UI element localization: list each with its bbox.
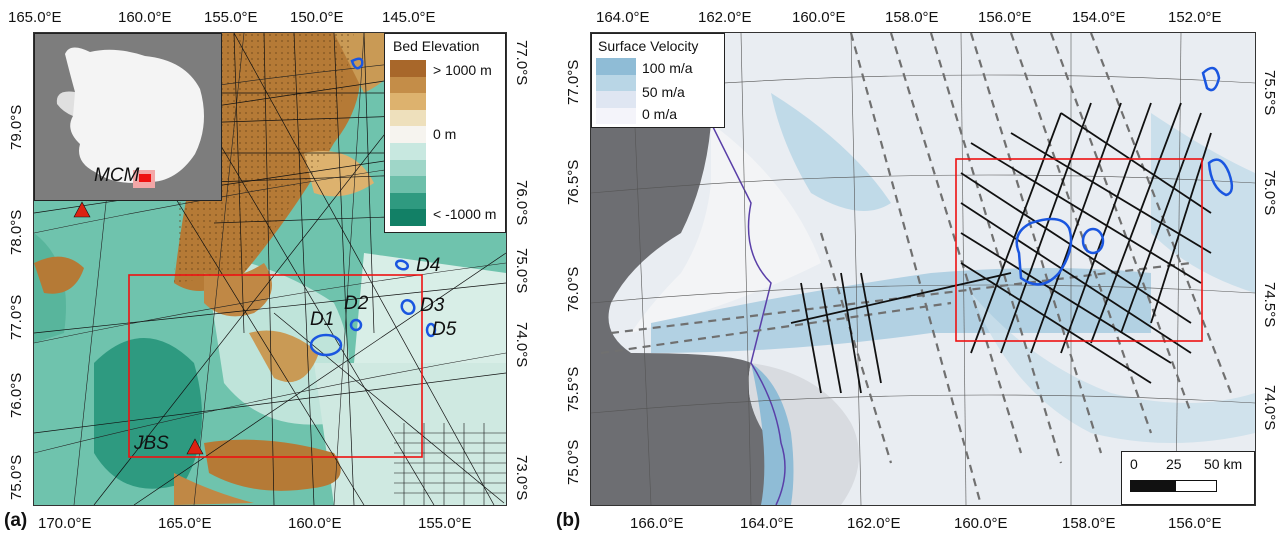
bottom-tick: 170.0°E: [38, 515, 92, 532]
bottom-tick: 164.0°E: [740, 515, 794, 532]
bottom-tick: 156.0°E: [1168, 515, 1222, 532]
surface-velocity-map: Surface Velocity 100 m/a 50 m/a 0 m/a 0 …: [590, 32, 1256, 506]
right-tick: 77.0°S: [513, 40, 530, 85]
top-tick: 162.0°E: [698, 9, 752, 26]
scale-segment-empty: [1175, 480, 1217, 492]
right-tick: 76.0°S: [513, 180, 530, 225]
right-tick: 75.0°S: [513, 248, 530, 293]
site-label-jbs: JBS: [134, 433, 169, 455]
lake-label-d4: D4: [416, 255, 440, 277]
lake-label-d1: D1: [310, 309, 334, 331]
legend-swatch: [390, 110, 426, 127]
lake-label-d3: D3: [420, 295, 444, 317]
top-tick: 160.0°E: [792, 9, 846, 26]
top-tick: 145.0°E: [382, 9, 436, 26]
legend-swatch: [390, 193, 426, 210]
legend-swatch: [596, 91, 636, 108]
legend-swatch: [390, 160, 426, 177]
right-tick: 74.0°S: [513, 322, 530, 367]
right-tick: 75.0°S: [1261, 170, 1278, 215]
legend-swatch: [390, 143, 426, 160]
legend-color-ramp: [596, 58, 636, 124]
top-tick: 160.0°E: [118, 9, 172, 26]
left-tick: 79.0°S: [8, 105, 25, 150]
left-tick: 75.0°S: [565, 440, 582, 485]
right-tick: 73.0°S: [513, 455, 530, 500]
right-tick: 74.5°S: [1261, 282, 1278, 327]
surface-velocity-legend: Surface Velocity 100 m/a 50 m/a 0 m/a: [591, 33, 725, 128]
legend-swatch: [390, 126, 426, 143]
bottom-tick: 160.0°E: [288, 515, 342, 532]
legend-swatch: [596, 58, 636, 75]
legend-swatch: [390, 60, 426, 77]
scale-label: 0: [1130, 456, 1138, 472]
scale-bar: 0 25 50 km: [1121, 451, 1255, 505]
bottom-tick: 162.0°E: [847, 515, 901, 532]
lake-label-d5: D5: [432, 319, 456, 341]
legend-color-ramp: [390, 60, 426, 226]
left-tick: 78.0°S: [8, 210, 25, 255]
left-tick: 77.0°S: [565, 60, 582, 105]
legend-swatch: [390, 77, 426, 94]
bottom-tick: 160.0°E: [954, 515, 1008, 532]
legend-swatch: [390, 93, 426, 110]
legend-label: 50 m/a: [642, 84, 685, 100]
right-tick: 74.0°S: [1261, 385, 1278, 430]
bed-elevation-map: MCM JBS D1 D2 D3 D4 D5 Bed Elevation > 1…: [33, 32, 507, 506]
left-tick: 76.5°S: [565, 160, 582, 205]
left-tick: 75.5°S: [565, 367, 582, 412]
top-tick: 158.0°E: [885, 9, 939, 26]
left-tick: 75.0°S: [8, 455, 25, 500]
scale-label: 25: [1166, 456, 1182, 472]
top-tick: 152.0°E: [1168, 9, 1222, 26]
legend-label: 0 m/a: [642, 106, 677, 122]
top-tick: 154.0°E: [1072, 9, 1126, 26]
top-tick: 155.0°E: [204, 9, 258, 26]
legend-label: < -1000 m: [433, 206, 496, 222]
legend-swatch: [596, 108, 636, 125]
bottom-tick: 166.0°E: [630, 515, 684, 532]
top-tick: 150.0°E: [290, 9, 344, 26]
legend-label: 100 m/a: [642, 60, 693, 76]
bottom-tick: 165.0°E: [158, 515, 212, 532]
lake-label-d2: D2: [344, 293, 368, 315]
top-tick: 165.0°E: [8, 9, 62, 26]
legend-swatch: [390, 209, 426, 226]
left-tick: 76.0°S: [8, 373, 25, 418]
bottom-tick: 158.0°E: [1062, 515, 1116, 532]
scale-segment-filled: [1130, 480, 1176, 492]
legend-title: Bed Elevation: [393, 38, 479, 54]
left-tick: 77.0°S: [8, 295, 25, 340]
legend-label: > 1000 m: [433, 62, 492, 78]
scale-label: 50 km: [1204, 456, 1242, 472]
legend-label: 0 m: [433, 126, 456, 142]
legend-title: Surface Velocity: [598, 38, 698, 54]
bed-elevation-legend: Bed Elevation > 1000 m 0 m < -1000 m: [384, 33, 506, 233]
right-tick: 75.5°S: [1261, 70, 1278, 115]
site-label-mcm: MCM: [94, 165, 139, 187]
legend-swatch: [390, 176, 426, 193]
panel-label: (a): [4, 510, 27, 532]
legend-swatch: [596, 75, 636, 92]
panel-label: (b): [556, 510, 580, 532]
top-tick: 164.0°E: [596, 9, 650, 26]
top-tick: 156.0°E: [978, 9, 1032, 26]
left-tick: 76.0°S: [565, 267, 582, 312]
bottom-tick: 155.0°E: [418, 515, 472, 532]
